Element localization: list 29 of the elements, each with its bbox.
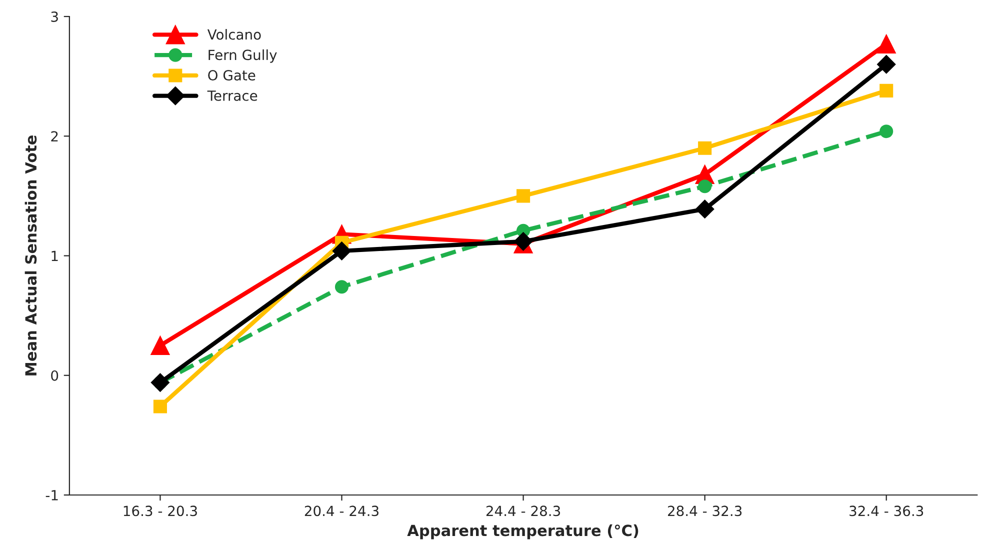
point bbox=[334, 280, 349, 294]
point bbox=[516, 189, 530, 203]
y-tick-label: 2 bbox=[51, 131, 58, 142]
legend-label: Terrace bbox=[207, 90, 258, 101]
x-tick-label: 24.4 - 28.3 bbox=[486, 506, 560, 516]
y-tick-label: 3 bbox=[51, 11, 58, 22]
x-axis-title: Apparent temperature (°C) bbox=[407, 524, 638, 540]
y-tick-label: 1 bbox=[52, 250, 58, 262]
point bbox=[698, 180, 712, 194]
x-tick-label: 20.4 - 24.3 bbox=[304, 506, 378, 516]
point bbox=[150, 336, 170, 356]
y-axis-title: Mean Actual Sensation Vote bbox=[24, 135, 37, 376]
point bbox=[876, 54, 896, 74]
point bbox=[880, 84, 894, 98]
point bbox=[153, 400, 167, 414]
point bbox=[880, 124, 894, 138]
legend-label: O Gate bbox=[208, 70, 256, 81]
x-tick-label: 28.4 - 32.3 bbox=[668, 506, 742, 516]
x-tick-label: 32.4 - 36.3 bbox=[850, 506, 924, 516]
legend-label: Fern Gully bbox=[208, 49, 277, 63]
point bbox=[876, 34, 896, 54]
y-tick-label: 0 bbox=[51, 370, 58, 381]
point bbox=[695, 200, 714, 218]
x-tick-label: 16.3 - 20.3 bbox=[124, 506, 197, 516]
point bbox=[698, 141, 712, 155]
point bbox=[332, 242, 352, 260]
point bbox=[150, 373, 170, 392]
y-tick-label: -1 bbox=[46, 490, 58, 500]
legend-label: Volcano bbox=[207, 29, 261, 40]
